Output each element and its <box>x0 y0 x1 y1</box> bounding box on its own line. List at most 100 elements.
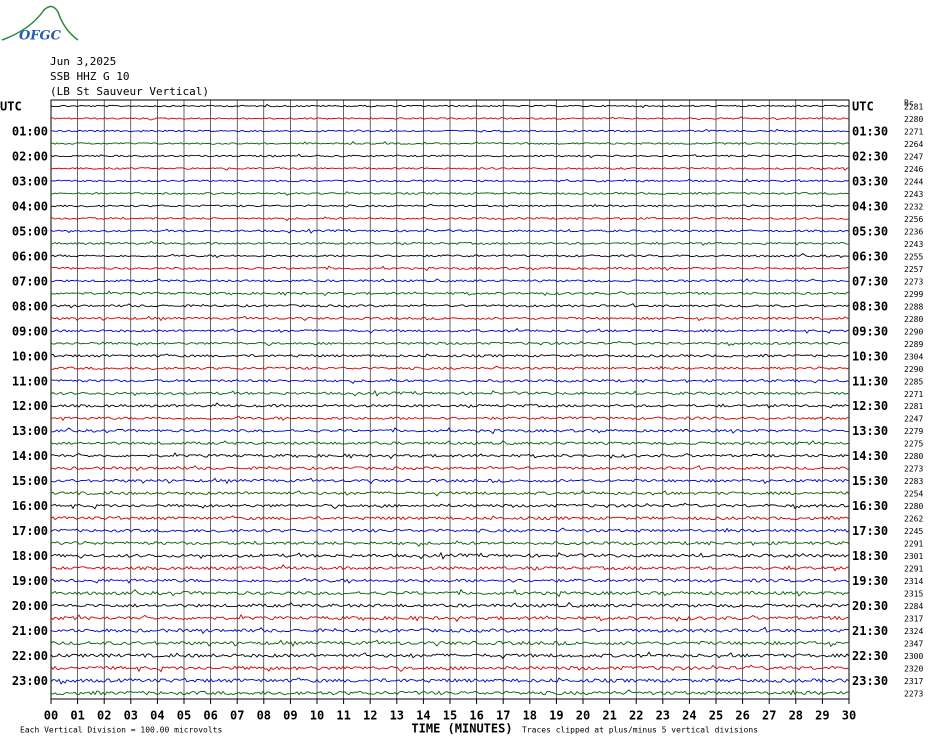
row-time-right: 23:30 <box>852 674 888 688</box>
trace <box>50 178 850 183</box>
trace <box>50 415 850 421</box>
row-time-right: 13:30 <box>852 424 888 438</box>
trace-count: 2256 <box>904 215 923 224</box>
row-time-right: 03:30 <box>852 174 888 188</box>
x-tick-label: 17 <box>496 709 510 723</box>
row-time-right: 04:30 <box>852 199 888 213</box>
trace <box>51 502 850 510</box>
row-time-left: 22:00 <box>12 649 48 663</box>
trace <box>50 327 850 334</box>
trace <box>50 265 850 272</box>
trace <box>50 588 850 598</box>
x-tick-label: 27 <box>762 709 776 723</box>
trace <box>50 452 850 460</box>
trace <box>50 389 850 397</box>
row-time-right: 21:30 <box>852 624 888 638</box>
row-time-right: 17:30 <box>852 524 888 538</box>
title-line: SSB HHZ G 10 <box>50 70 129 83</box>
trace-count: 2273 <box>904 690 923 699</box>
row-time-left: 10:00 <box>12 349 48 363</box>
trace <box>51 365 850 371</box>
trace-count: 2232 <box>904 202 923 211</box>
trace <box>50 353 850 358</box>
x-tick-label: 24 <box>682 709 696 723</box>
x-tick-label: 15 <box>443 709 457 723</box>
row-time-left: 13:00 <box>12 424 48 438</box>
x-tick-label: 29 <box>815 709 829 723</box>
trace-count: 2299 <box>904 290 923 299</box>
row-time-right: 15:30 <box>852 474 888 488</box>
row-time-left: 01:00 <box>12 124 48 138</box>
row-time-right: 20:30 <box>852 599 888 613</box>
x-tick-label: 23 <box>656 709 670 723</box>
trace <box>50 677 850 685</box>
row-time-left: 17:00 <box>12 524 48 538</box>
row-time-right: 06:30 <box>852 249 888 263</box>
trace <box>50 515 850 521</box>
trace <box>50 527 850 533</box>
trace-count: 2281 <box>904 103 923 112</box>
trace <box>50 203 850 208</box>
trace <box>50 191 850 196</box>
x-tick-label: 08 <box>257 709 271 723</box>
trace-count: 2304 <box>904 352 923 361</box>
row-time-left: 03:00 <box>12 174 48 188</box>
trace-count: 2247 <box>904 152 923 161</box>
trace-count: 2301 <box>904 552 923 561</box>
row-time-right: 16:30 <box>852 499 888 513</box>
x-tick-label: 07 <box>230 709 244 723</box>
trace-count: 2236 <box>904 227 923 236</box>
row-time-left: 11:00 <box>12 374 48 388</box>
trace <box>50 153 850 159</box>
trace <box>50 551 850 560</box>
trace <box>50 166 850 171</box>
trace-count: 2247 <box>904 415 923 424</box>
scale-note: Each Vertical Division = 100.00 microvol… <box>20 726 222 735</box>
logo-curve <box>1 5 79 41</box>
trace <box>50 564 850 572</box>
x-tick-label: 20 <box>576 709 590 723</box>
row-time-right: 01:30 <box>852 124 888 138</box>
trace-count: 2275 <box>904 440 923 449</box>
x-tick-label: 21 <box>602 709 616 723</box>
trace <box>50 639 850 648</box>
trace <box>50 626 850 635</box>
trace <box>50 228 850 234</box>
trace <box>50 489 850 497</box>
trace-count: 2317 <box>904 615 923 624</box>
trace <box>50 613 850 623</box>
trace <box>50 103 850 109</box>
row-time-left: 09:00 <box>12 324 48 338</box>
trace-count: 2300 <box>904 652 923 661</box>
trace-count: 2291 <box>904 540 923 549</box>
row-time-right: 11:30 <box>852 374 888 388</box>
trace <box>50 402 850 409</box>
row-time-right: 02:30 <box>852 149 888 163</box>
x-tick-label: 05 <box>177 709 191 723</box>
x-axis-label: TIME (MINUTES) <box>411 722 512 736</box>
x-tick-label: 00 <box>44 709 58 723</box>
trace-count: 2283 <box>904 477 923 486</box>
trace-count: 2317 <box>904 677 923 686</box>
trace-count: 2245 <box>904 527 923 536</box>
row-time-left: 23:00 <box>12 674 48 688</box>
trace-count: 2324 <box>904 627 923 636</box>
plot-frame <box>50 99 850 700</box>
trace <box>50 464 850 472</box>
x-tick-label: 18 <box>523 709 537 723</box>
row-time-right: 19:30 <box>852 574 888 588</box>
title-line: Jun 3,2025 <box>50 55 116 68</box>
trace-count: 2281 <box>904 402 923 411</box>
trace-count: 2284 <box>904 602 923 611</box>
row-time-right: 10:30 <box>852 349 888 363</box>
row-time-left: 16:00 <box>12 499 48 513</box>
trace <box>50 116 850 121</box>
trace-count: 2262 <box>904 515 923 524</box>
row-time-right: 08:30 <box>852 299 888 313</box>
row-time-left: 05:00 <box>12 224 48 238</box>
row-time-right: UTC <box>852 100 874 114</box>
x-tick-label: 09 <box>283 709 297 723</box>
row-time-left: 14:00 <box>12 449 48 463</box>
title-line: (LB St Sauveur Vertical) <box>50 85 209 98</box>
